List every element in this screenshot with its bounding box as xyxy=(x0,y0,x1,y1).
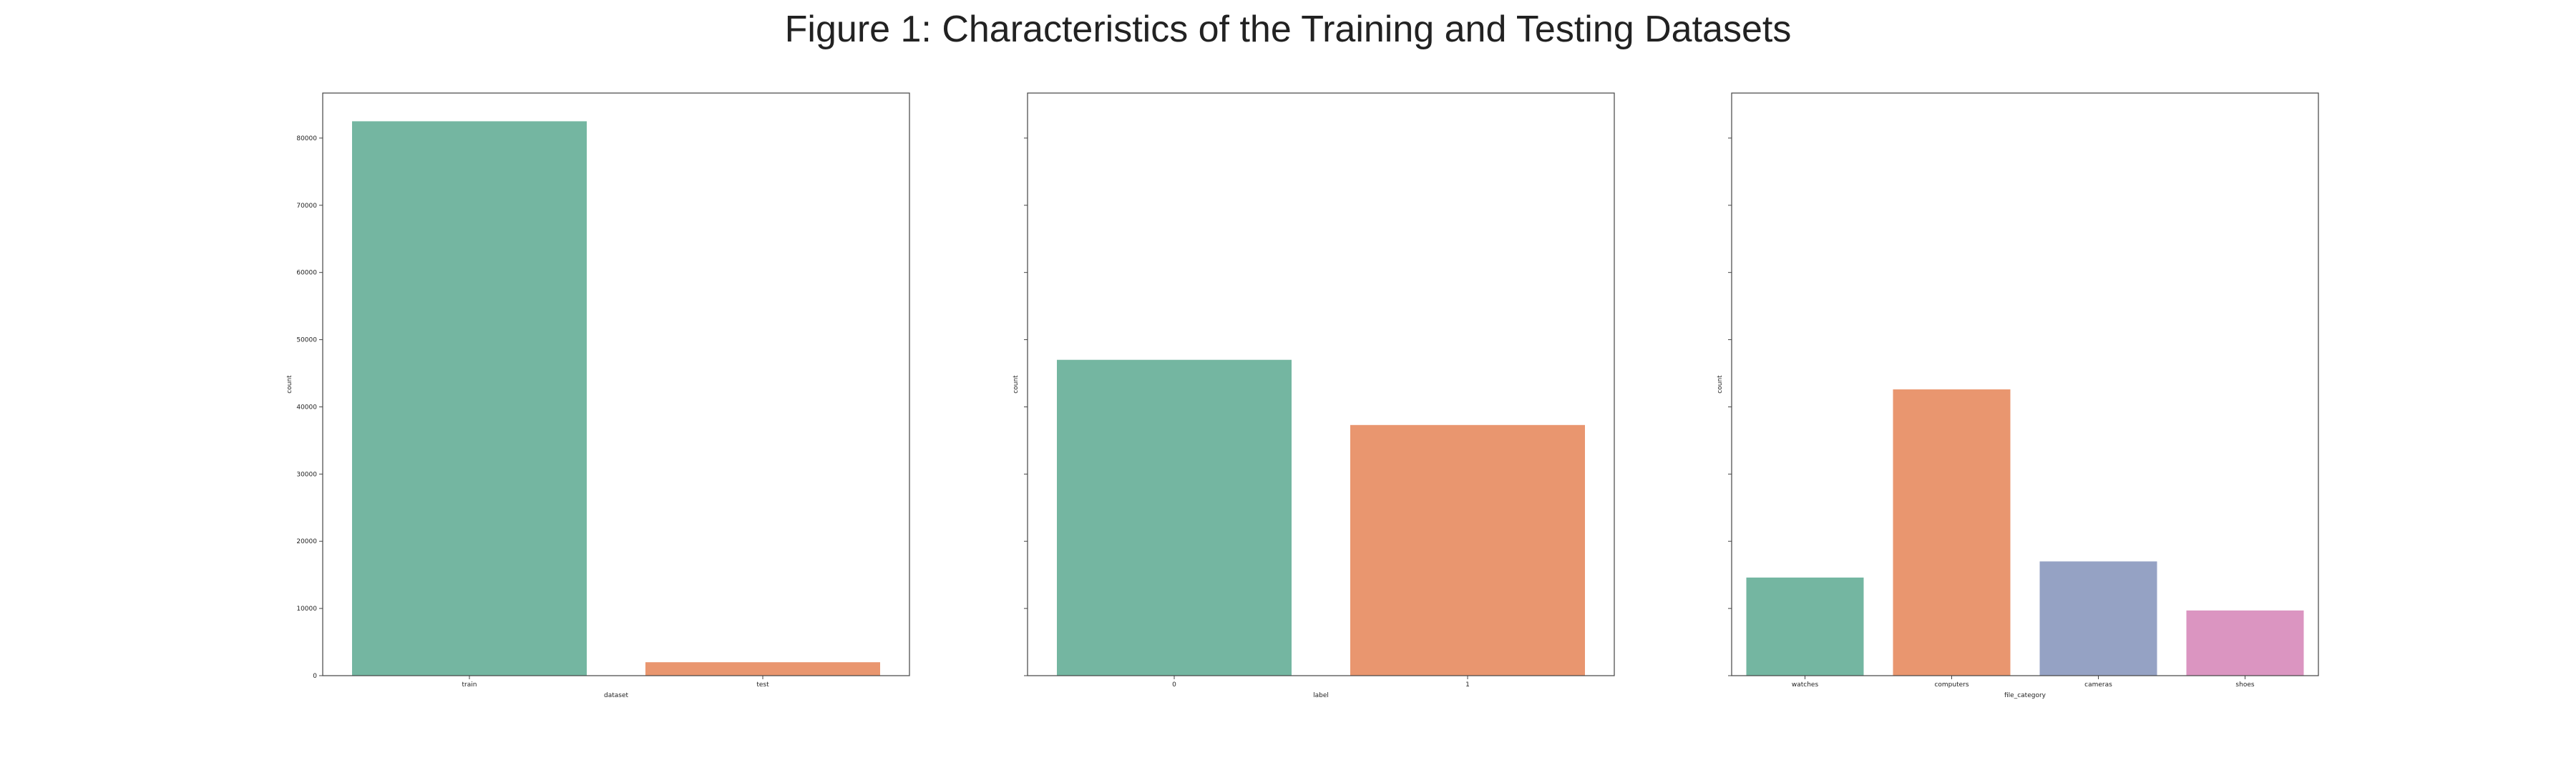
x-axis-label: dataset xyxy=(604,692,628,699)
y-tick-label: 60000 xyxy=(296,270,317,277)
bar-cameras xyxy=(2039,561,2157,676)
y-tick-label: 10000 xyxy=(296,606,317,613)
bar-watches xyxy=(1746,577,1864,676)
axes-frame xyxy=(1731,92,2319,676)
y-tick-label: 70000 xyxy=(296,203,317,210)
y-tick-label: 0 xyxy=(313,673,317,680)
y-axis-label: count xyxy=(286,375,293,394)
bar-test xyxy=(645,662,880,676)
y-tick-label: 30000 xyxy=(296,471,317,478)
x-axis-label: label xyxy=(1313,692,1329,699)
x-tick-label: test xyxy=(756,681,769,689)
x-tick-label: watches xyxy=(1792,681,1819,689)
chart-panel-3: watches computers cameras shoes file_categor… xyxy=(1717,92,2319,699)
x-axis-label: file_category xyxy=(2004,692,2046,699)
x-tick-label: train xyxy=(462,681,477,689)
y-tick-label: 50000 xyxy=(296,337,317,344)
x-tick-label: 1 xyxy=(1465,681,1470,689)
x-tick-label: computers xyxy=(1934,681,1968,689)
bar-shoes xyxy=(2186,610,2304,676)
axes-frame xyxy=(322,92,910,676)
figure-title: Figure 1: Characteristics of the Trainin… xyxy=(785,9,1792,50)
bar-0 xyxy=(1057,359,1292,676)
chart-panels: train test 0 10000 20000 30000 40000 50000 60000… xyxy=(286,92,2319,699)
y-axis-label: count xyxy=(1717,375,1724,394)
x-tick-label: 0 xyxy=(1172,681,1176,689)
x-tick-label: shoes xyxy=(2235,681,2254,689)
bar-train xyxy=(352,121,587,676)
y-tick-label: 40000 xyxy=(296,404,317,411)
axes-frame xyxy=(1027,92,1615,676)
y-tick-label: 20000 xyxy=(296,538,317,545)
y-tick-label: 80000 xyxy=(296,135,317,142)
chart-panel-2: 0 1 label count xyxy=(1013,92,1615,699)
x-tick-label: cameras xyxy=(2084,681,2112,689)
bar-computers xyxy=(1893,389,2011,676)
bar-1 xyxy=(1350,424,1585,676)
y-axis-label: count xyxy=(1013,375,1020,394)
chart-panel-1: train test 0 10000 20000 30000 40000 50000 60000… xyxy=(286,92,910,699)
